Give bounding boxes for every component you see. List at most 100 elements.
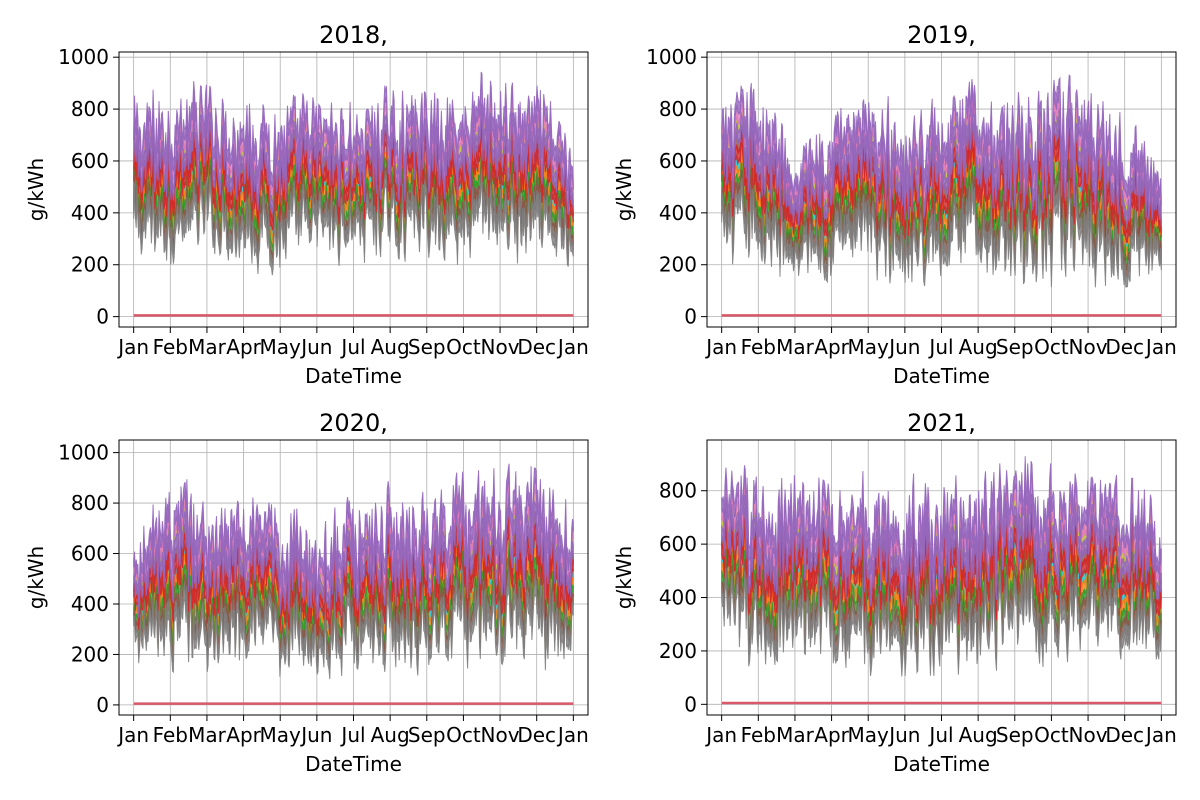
- x-tick-label: Mar: [188, 723, 227, 747]
- x-tick-label: Nov: [1069, 335, 1108, 359]
- x-tick-label: Jan: [116, 723, 149, 747]
- y-tick-label: 400: [659, 586, 697, 610]
- x-tick-label: Apr: [226, 335, 261, 359]
- x-tick-label: May: [848, 335, 890, 359]
- subplot-title: 2020,: [319, 409, 388, 437]
- series-band-9: [721, 563, 1162, 677]
- x-tick-label: Feb: [153, 723, 188, 747]
- y-tick-label: 400: [659, 201, 697, 225]
- series-band-9: [133, 566, 574, 680]
- series-band-9: [721, 178, 1162, 288]
- x-tick-label: Feb: [153, 335, 188, 359]
- x-tick-label: Dec: [1105, 335, 1144, 359]
- y-tick-label: 600: [71, 149, 109, 173]
- y-tick-label: 1000: [58, 441, 109, 465]
- series-band-6: [721, 74, 1162, 207]
- subplot-title: 2019,: [907, 21, 976, 49]
- x-tick-label: Jan: [704, 335, 737, 359]
- x-tick-label: Feb: [741, 723, 776, 747]
- x-axis-label: DateTime: [893, 752, 990, 776]
- x-tick-label: Jun: [299, 723, 332, 747]
- y-tick-label: 1000: [58, 45, 109, 69]
- x-tick-label: Jan: [116, 335, 149, 359]
- y-tick-label: 1000: [646, 45, 697, 69]
- x-tick-label: Sep: [996, 723, 1034, 747]
- series-band-10: [721, 510, 1162, 627]
- x-tick-label: Jan: [556, 335, 589, 359]
- y-tick-label: 800: [659, 479, 697, 503]
- x-tick-label: Jan: [556, 723, 589, 747]
- x-tick-label: Oct: [446, 723, 481, 747]
- series-group: [133, 71, 574, 317]
- y-tick-label: 0: [96, 305, 109, 329]
- x-tick-label: Dec: [1105, 723, 1144, 747]
- x-tick-label: Apr: [814, 335, 849, 359]
- x-tick-label: Jul: [927, 723, 953, 747]
- x-tick-label: Jun: [299, 335, 332, 359]
- x-tick-label: Sep: [408, 335, 446, 359]
- y-tick-label: 400: [71, 201, 109, 225]
- x-tick-label: Nov: [481, 723, 520, 747]
- series-band-11: [721, 107, 1162, 227]
- y-tick-label: 0: [684, 305, 697, 329]
- x-tick-label: Mar: [776, 723, 815, 747]
- series-band-11: [721, 489, 1162, 608]
- x-tick-label: Oct: [1034, 723, 1069, 747]
- y-axis-label: g/kWh: [612, 546, 636, 609]
- series-band-6: [721, 456, 1162, 576]
- x-tick-label: Aug: [371, 335, 410, 359]
- x-axis-label: DateTime: [893, 364, 990, 388]
- x-tick-label: Aug: [371, 723, 410, 747]
- y-tick-label: 200: [659, 639, 697, 663]
- series-group: [721, 74, 1162, 317]
- x-tick-label: Feb: [741, 335, 776, 359]
- y-tick-label: 600: [659, 149, 697, 173]
- x-tick-label: Oct: [446, 335, 481, 359]
- y-tick-label: 0: [684, 692, 697, 716]
- y-tick-label: 200: [71, 642, 109, 666]
- x-tick-label: Nov: [1069, 723, 1108, 747]
- y-tick-label: 0: [96, 693, 109, 717]
- series-group: [133, 463, 574, 705]
- x-tick-label: Sep: [996, 335, 1034, 359]
- x-tick-label: Dec: [517, 335, 556, 359]
- y-tick-label: 800: [659, 97, 697, 121]
- y-tick-label: 400: [71, 592, 109, 616]
- x-tick-label: Jun: [887, 335, 920, 359]
- y-tick-label: 600: [71, 542, 109, 566]
- x-tick-label: Aug: [959, 723, 998, 747]
- y-axis-label: g/kWh: [24, 158, 48, 221]
- x-tick-label: Mar: [188, 335, 227, 359]
- series-group: [721, 456, 1162, 705]
- x-tick-label: Jul: [339, 335, 365, 359]
- x-tick-label: May: [848, 723, 890, 747]
- series-band-11: [133, 490, 574, 621]
- x-axis-label: DateTime: [305, 752, 402, 776]
- x-tick-label: Jul: [339, 723, 365, 747]
- x-tick-label: May: [260, 335, 302, 359]
- x-tick-label: Jan: [1144, 335, 1177, 359]
- x-tick-label: Jul: [927, 335, 953, 359]
- x-tick-label: Jan: [704, 723, 737, 747]
- x-axis-label: DateTime: [305, 364, 402, 388]
- x-tick-label: Mar: [776, 335, 815, 359]
- x-tick-label: Dec: [517, 723, 556, 747]
- x-tick-label: Apr: [814, 723, 849, 747]
- y-tick-label: 200: [659, 253, 697, 277]
- y-tick-label: 600: [659, 532, 697, 556]
- y-tick-label: 800: [71, 97, 109, 121]
- x-tick-label: Jan: [1144, 723, 1177, 747]
- y-axis-label: g/kWh: [24, 546, 48, 609]
- y-tick-label: 800: [71, 491, 109, 515]
- series-band-11: [133, 103, 574, 216]
- subplot-title: 2021,: [907, 409, 976, 437]
- x-tick-label: Jun: [887, 723, 920, 747]
- series-band-9: [133, 168, 574, 276]
- subplot-title: 2018,: [319, 21, 388, 49]
